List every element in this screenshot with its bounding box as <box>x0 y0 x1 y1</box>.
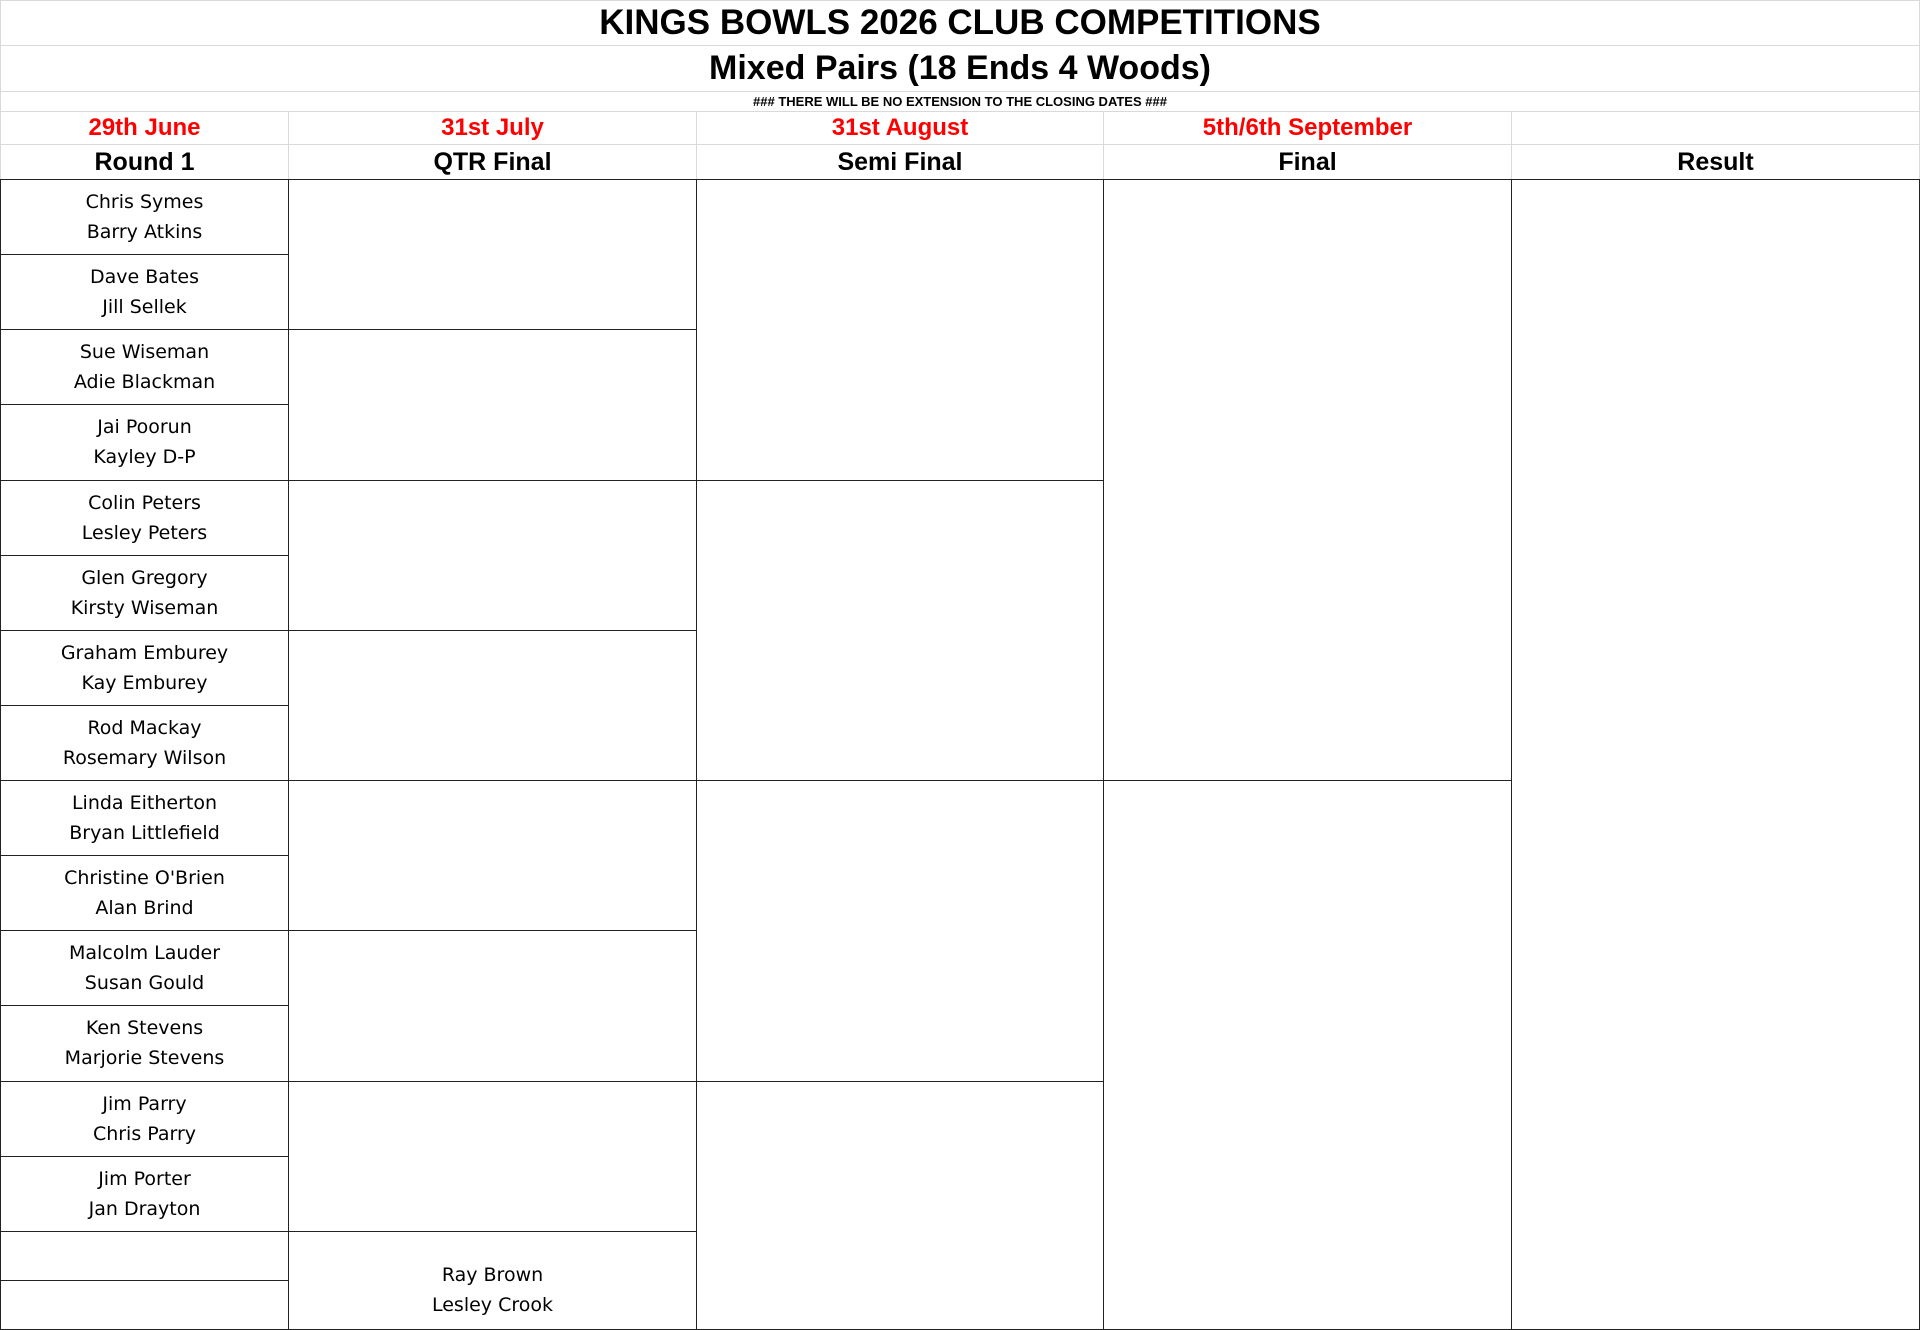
player-name: Graham Emburey <box>60 641 229 664</box>
player-name: Lesley Crook <box>431 1294 553 1317</box>
player-name: Marjorie Stevens <box>64 1047 225 1070</box>
player-name: Kay Emburey <box>81 671 208 694</box>
round1-cell: Jim Parry Chris Parry <box>0 1080 289 1157</box>
player-name: Linda Eitherton <box>71 792 218 815</box>
semi-cell <box>696 179 1104 481</box>
player-name: Barry Atkins <box>86 221 203 244</box>
round1-cell: Jim Porter Jan Drayton <box>0 1155 289 1232</box>
player-name: Lesley Peters <box>81 521 208 544</box>
round1-cell: Linda Eitherton Bryan Littlefield <box>0 780 289 857</box>
subtitle: Mixed Pairs (18 Ends 4 Woods) <box>0 45 1920 92</box>
note: ### THERE WILL BE NO EXTENSION TO THE CL… <box>0 91 1920 112</box>
player-name: Kirsty Wiseman <box>70 596 219 619</box>
player-name: Kayley D-P <box>93 446 196 469</box>
round-name: QTR Final <box>288 144 697 180</box>
player-name: Chris Symes <box>85 191 204 214</box>
player-name: Susan Gould <box>84 972 205 995</box>
player-name: Ken Stevens <box>85 1017 204 1040</box>
round1-cell: Glen Gregory Kirsty Wiseman <box>0 554 289 631</box>
semi-cell <box>696 780 1104 1082</box>
round1-cell: Chris Symes Barry Atkins <box>0 179 289 256</box>
player-name: Rosemary Wilson <box>62 746 227 769</box>
round-date <box>1511 111 1920 145</box>
round1-cell: Ken Stevens Marjorie Stevens <box>0 1005 289 1082</box>
round-name: Final <box>1103 144 1512 180</box>
player-name: Christine O'Brien <box>64 867 225 890</box>
qtr-cell <box>288 329 697 481</box>
round-name: Round 1 <box>0 144 289 180</box>
qtr-cell <box>288 629 697 782</box>
final-cell <box>1103 179 1512 782</box>
result-cell <box>1511 179 1920 1330</box>
round-date: 31st July <box>288 111 697 145</box>
round1-cell: Christine O'Brien Alan Brind <box>0 855 289 932</box>
player-name: Ray Brown <box>441 1264 544 1287</box>
qtr-cell <box>288 479 697 631</box>
qtr-cell <box>288 930 697 1082</box>
round1-cell: Graham Emburey Kay Emburey <box>0 629 289 706</box>
round-date: 31st August <box>696 111 1104 145</box>
final-cell <box>1103 780 1512 1330</box>
round-date: 5th/6th September <box>1103 111 1512 145</box>
round1-cell: Jai Poorun Kayley D-P <box>0 404 289 481</box>
title: KINGS BOWLS 2026 CLUB COMPETITIONS <box>0 0 1920 46</box>
round1-cell: Colin Peters Lesley Peters <box>0 479 289 556</box>
round1-cell <box>0 1279 289 1330</box>
round-name: Semi Final <box>696 144 1104 180</box>
round1-cell: Rod Mackay Rosemary Wilson <box>0 704 289 782</box>
round1-cell: Malcolm Lauder Susan Gould <box>0 930 289 1007</box>
player-name: Malcolm Lauder <box>68 942 221 965</box>
round-name: Result <box>1511 144 1920 180</box>
player-name: Jan Drayton <box>88 1197 201 1220</box>
player-name: Glen Gregory <box>81 566 208 589</box>
player-name: Jill Sellek <box>102 296 187 319</box>
player-name: Rod Mackay <box>87 716 202 739</box>
player-name: Jim Porter <box>98 1167 191 1190</box>
player-name: Alan Brind <box>95 897 194 920</box>
semi-cell <box>696 1080 1104 1330</box>
qtr-cell <box>288 780 697 932</box>
player-name: Dave Bates <box>90 266 199 289</box>
round-date: 29th June <box>0 111 289 145</box>
qtr-cell: Ray Brown Lesley Crook <box>288 1230 697 1330</box>
round1-cell: Dave Bates Jill Sellek <box>0 254 289 331</box>
qtr-cell <box>288 179 697 331</box>
player-name: Jai Poorun <box>97 416 192 439</box>
round1-cell: Sue Wiseman Adie Blackman <box>0 329 289 406</box>
player-name: Bryan Littlefield <box>69 822 220 845</box>
qtr-cell <box>288 1080 697 1232</box>
round1-cell <box>0 1230 289 1281</box>
semi-cell <box>696 479 1104 782</box>
player-name: Colin Peters <box>88 491 201 514</box>
player-name: Jim Parry <box>102 1092 187 1115</box>
player-name: Chris Parry <box>92 1122 197 1145</box>
player-name: Adie Blackman <box>73 371 216 394</box>
player-name: Sue Wiseman <box>79 341 210 364</box>
